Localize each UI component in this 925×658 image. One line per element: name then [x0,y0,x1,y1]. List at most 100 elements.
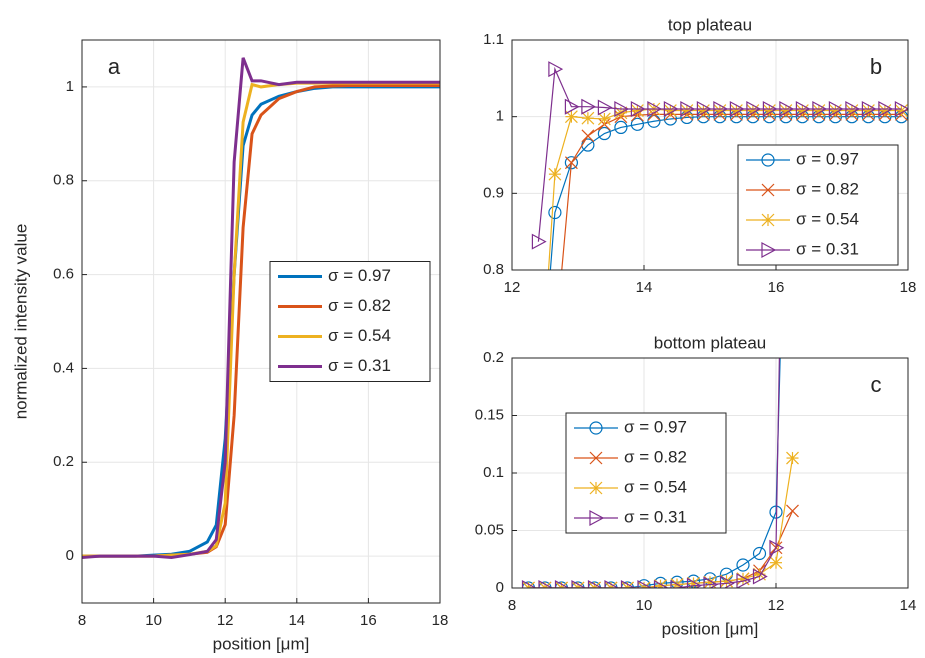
marker [548,205,562,220]
marker-shape [670,579,686,588]
x-tick-label: 8 [78,612,86,629]
series-line [528,358,780,588]
marker [620,579,636,588]
x-tick-label: 12 [504,279,521,296]
chart-title: bottom plateau [654,333,766,352]
legend-label: σ = 0.54 [796,209,859,228]
marker [549,341,561,353]
marker [548,61,564,78]
marker [587,579,603,588]
marker-shape [761,183,775,197]
legend-label: σ = 0.31 [796,239,859,258]
legend-label: σ = 0.97 [796,149,859,168]
y-tick-label: 0.6 [53,266,74,283]
marker-shape [548,61,564,78]
marker [614,100,630,118]
marker [703,576,719,588]
axes-box [511,39,909,271]
marker [637,579,653,588]
marker [736,558,750,572]
marker [670,579,686,588]
marker [762,100,778,118]
marker-shape [614,100,630,118]
y-tick-label: 0.9 [483,184,504,201]
marker-shape [769,539,785,556]
marker [554,579,570,588]
x-tick-label: 8 [508,597,516,614]
marker [762,104,776,117]
marker-shape [589,509,605,527]
marker-shape [752,546,767,561]
marker [736,573,752,588]
x-tick-label: 18 [900,279,917,296]
panel-label: b [870,54,882,79]
marker [769,539,785,556]
plot-content [531,61,908,658]
marker-shape [736,558,750,572]
legend-marker-shape [761,183,775,197]
marker [647,114,661,128]
marker-shape [703,576,719,588]
marker [713,100,729,118]
marker-shape [761,241,777,259]
marker-shape [610,581,618,588]
marker-shape [548,205,562,220]
marker [752,568,768,585]
marker [812,100,828,118]
marker [779,100,795,118]
legend-marker [589,481,603,495]
x-tick-label: 12 [217,612,234,629]
marker-shape [696,100,712,118]
marker [769,556,783,570]
y-tick-label: 0.8 [483,261,504,278]
marker-shape [861,100,877,118]
legend-marker-shape [761,213,775,227]
marker [861,100,877,118]
marker [680,100,696,118]
marker [604,579,620,588]
marker-shape [589,451,603,465]
legend-label: σ = 0.82 [796,179,859,198]
legend-marker-shape [589,451,603,465]
marker-shape [637,581,645,588]
panel-label: a [108,54,121,79]
marker [746,100,762,118]
legend-marker [589,451,603,465]
marker [729,100,745,118]
legend-label: σ = 0.97 [624,417,687,436]
marker-shape [779,100,795,118]
marker-shape [626,581,634,588]
legend-label: σ = 0.97 [328,266,391,285]
axes-box [511,357,909,589]
y-tick-label: 0.1 [483,464,504,481]
marker-shape [531,233,547,250]
marker [531,233,547,250]
marker [828,100,844,118]
marker-shape [614,120,628,135]
marker [597,126,612,141]
marker [786,504,799,518]
y-tick-label: 0 [66,547,74,564]
marker [795,100,811,118]
y-tick-label: 1 [496,108,504,125]
marker-shape [621,581,629,588]
marker-shape [571,581,579,588]
x-tick-label: 14 [636,279,653,296]
marker [581,129,595,143]
marker [521,579,537,588]
marker-shape [604,579,620,588]
plot-content [82,57,440,560]
marker-shape [538,581,546,588]
x-axis-label: position [μm] [662,619,759,638]
marker-shape [560,581,568,588]
y-tick-label: 1 [66,78,74,95]
marker-shape [532,647,544,658]
legend-label: σ = 0.54 [328,326,391,345]
marker-shape [736,573,752,588]
y-tick-label: 0.4 [53,359,74,376]
x-tick-label: 14 [900,597,917,614]
legend-label: σ = 0.54 [624,477,687,496]
marker [614,120,628,135]
x-tick-label: 10 [145,612,162,629]
